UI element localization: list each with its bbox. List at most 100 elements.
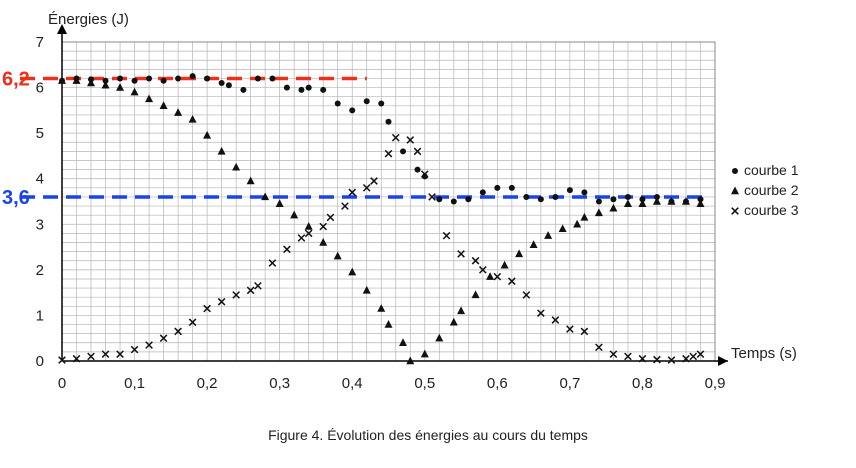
point-courbe-3 bbox=[159, 334, 168, 343]
x-tick-label: 0,7 bbox=[559, 375, 580, 392]
data-points bbox=[58, 73, 705, 365]
point-courbe-3 bbox=[413, 147, 422, 156]
point-courbe-2 bbox=[116, 83, 125, 91]
point-courbe-3 bbox=[624, 352, 632, 361]
x-tick-label: 0,4 bbox=[342, 375, 363, 392]
point-courbe-1 bbox=[624, 193, 631, 200]
point-courbe-3 bbox=[145, 341, 153, 349]
point-courbe-3 bbox=[384, 149, 393, 158]
point-courbe-2 bbox=[449, 317, 458, 326]
point-courbe-1 bbox=[160, 77, 167, 84]
point-courbe-3 bbox=[268, 259, 277, 267]
y-tick-label: 0 bbox=[36, 353, 44, 370]
point-courbe-3 bbox=[391, 133, 400, 142]
y-tick-label: 2 bbox=[36, 262, 44, 279]
point-courbe-3 bbox=[58, 356, 66, 364]
point-courbe-2 bbox=[159, 101, 168, 109]
point-courbe-3 bbox=[217, 297, 226, 306]
point-courbe-1 bbox=[204, 75, 211, 82]
point-courbe-2 bbox=[261, 192, 270, 201]
point-courbe-1 bbox=[552, 193, 559, 200]
point-courbe-1 bbox=[305, 84, 312, 91]
point-courbe-1 bbox=[131, 77, 138, 84]
point-courbe-3 bbox=[116, 350, 124, 358]
series-1 bbox=[59, 73, 704, 205]
point-courbe-2 bbox=[558, 224, 567, 233]
point-courbe-2 bbox=[471, 290, 480, 299]
point-courbe-1 bbox=[508, 184, 515, 191]
figure-caption: Figure 4. Évolution des énergies au cour… bbox=[268, 427, 588, 443]
point-courbe-3 bbox=[246, 286, 255, 295]
point-courbe-3 bbox=[232, 291, 240, 299]
point-courbe-2 bbox=[174, 108, 183, 116]
point-courbe-3 bbox=[428, 193, 436, 201]
point-courbe-1 bbox=[595, 198, 602, 205]
point-courbe-2 bbox=[420, 349, 429, 358]
x-axis-title: Temps (s) bbox=[731, 345, 797, 362]
series-2 bbox=[58, 76, 705, 365]
reference-label: 6,2 bbox=[2, 68, 30, 90]
point-courbe-2 bbox=[384, 320, 393, 328]
point-courbe-1 bbox=[254, 75, 261, 82]
point-courbe-2 bbox=[87, 78, 96, 87]
point-courbe-3 bbox=[566, 325, 574, 333]
point-courbe-3 bbox=[254, 281, 262, 290]
point-courbe-2 bbox=[290, 210, 299, 219]
point-courbe-2 bbox=[348, 267, 357, 276]
point-courbe-3 bbox=[174, 327, 182, 336]
point-courbe-3 bbox=[442, 231, 451, 240]
point-courbe-2 bbox=[188, 114, 197, 123]
point-courbe-1 bbox=[117, 75, 124, 82]
x-tick-label: 0,8 bbox=[632, 375, 653, 392]
y-tick-label: 1 bbox=[36, 307, 44, 324]
x-tick-label: 0,5 bbox=[414, 375, 435, 392]
point-courbe-2 bbox=[580, 212, 589, 221]
reference-label: 3,6 bbox=[2, 187, 30, 209]
point-courbe-3 bbox=[478, 266, 487, 274]
point-courbe-2 bbox=[667, 197, 676, 205]
point-courbe-3 bbox=[406, 136, 415, 144]
point-courbe-3 bbox=[101, 350, 110, 358]
point-courbe-3 bbox=[130, 345, 139, 354]
point-courbe-3 bbox=[580, 327, 589, 336]
x-tick-label: 0,3 bbox=[269, 375, 290, 392]
point-courbe-1 bbox=[218, 80, 225, 87]
point-courbe-3 bbox=[471, 256, 480, 265]
point-courbe-1 bbox=[298, 86, 305, 93]
point-courbe-3 bbox=[508, 277, 516, 286]
series-3 bbox=[58, 133, 705, 364]
legend-marker bbox=[731, 207, 739, 215]
plot-frame bbox=[61, 41, 716, 362]
point-courbe-2 bbox=[435, 333, 444, 342]
point-courbe-2 bbox=[333, 251, 342, 260]
point-courbe-1 bbox=[146, 75, 153, 82]
point-courbe-2 bbox=[319, 238, 328, 246]
point-courbe-1 bbox=[102, 77, 109, 84]
point-courbe-2 bbox=[681, 197, 690, 205]
point-courbe-3 bbox=[297, 234, 306, 242]
point-courbe-1 bbox=[175, 75, 182, 82]
point-courbe-2 bbox=[304, 222, 313, 230]
point-courbe-2 bbox=[275, 199, 284, 207]
point-courbe-3 bbox=[595, 343, 603, 352]
y-tick-label: 5 bbox=[36, 125, 44, 142]
point-courbe-3 bbox=[326, 213, 335, 222]
point-courbe-1 bbox=[610, 196, 617, 203]
point-courbe-3 bbox=[689, 352, 698, 361]
point-courbe-3 bbox=[522, 291, 531, 299]
point-courbe-3 bbox=[696, 350, 705, 358]
point-courbe-3 bbox=[188, 318, 197, 327]
legend-label: courbe 1 bbox=[744, 162, 799, 178]
point-courbe-2 bbox=[573, 219, 582, 228]
point-courbe-1 bbox=[414, 166, 421, 173]
point-courbe-2 bbox=[609, 203, 618, 212]
y-tick-label: 3 bbox=[36, 216, 44, 233]
y-axis-title: Énergies (J) bbox=[48, 11, 129, 28]
point-courbe-1 bbox=[240, 86, 247, 93]
point-courbe-2 bbox=[486, 272, 495, 280]
point-courbe-3 bbox=[341, 202, 349, 210]
legend-label: courbe 2 bbox=[744, 182, 799, 198]
y-axis-arrow bbox=[57, 24, 67, 34]
